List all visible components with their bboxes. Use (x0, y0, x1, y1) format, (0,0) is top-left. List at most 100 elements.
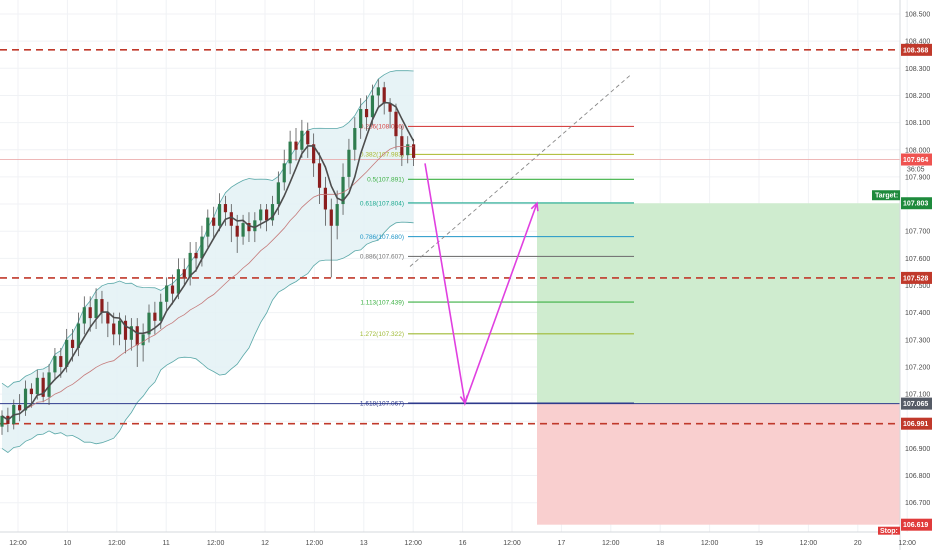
level-badge (901, 271, 932, 284)
profit-zone (537, 203, 900, 404)
y-tick-label: 106.700 (905, 500, 930, 507)
ma-20-line (1, 145, 414, 421)
candle-body (47, 372, 51, 397)
candle-body (182, 269, 186, 278)
x-tick-label: 18 (656, 540, 664, 547)
candle-body (35, 377, 39, 395)
fib-level-label: 0.236(108.086) (360, 124, 404, 131)
candle-body (412, 144, 416, 158)
candle-body (229, 212, 233, 226)
x-tick-label: 19 (755, 540, 763, 547)
candle-body (159, 301, 163, 321)
candle-body (282, 163, 286, 183)
fib-level-label: 0.886(107.607) (360, 254, 404, 261)
candle-body (359, 109, 363, 129)
candle-body (135, 326, 139, 346)
candle-body (53, 356, 57, 373)
candle-body (170, 285, 175, 294)
candle-body (394, 111, 398, 137)
stop-price-badge-label: 106.619 (903, 522, 928, 529)
candle-body (288, 141, 292, 164)
candle-body (153, 312, 157, 321)
x-tick-label: 11 (163, 540, 170, 547)
candle-body (200, 236, 204, 259)
target-tag-label: Target: (875, 193, 898, 200)
candle-body (241, 223, 245, 237)
x-tick-label: 12:00 (306, 540, 324, 547)
stop-price-badge (901, 518, 932, 531)
candle-body (247, 223, 251, 232)
candle-body (300, 130, 304, 150)
candle-body (335, 204, 339, 226)
x-tick-label: 12:00 (404, 540, 422, 547)
fib-level-label: 0.382(107.983) (360, 152, 404, 159)
y-tick-label: 107.200 (905, 364, 930, 371)
candle-body (41, 377, 45, 397)
stop-tag-label: Stop: (880, 528, 898, 535)
x-tick-label: 12:00 (9, 540, 27, 547)
candle-body (165, 285, 169, 302)
bollinger-lower (1, 221, 414, 454)
candle-body (306, 130, 310, 145)
x-tick-label: 12:00 (108, 540, 126, 547)
candle-body (323, 187, 327, 210)
candle-body (370, 95, 375, 118)
stop-tag (878, 526, 900, 535)
candle-body (400, 136, 404, 156)
level-badge-label: 106.991 (903, 421, 928, 428)
candle-body (294, 141, 298, 150)
ma-5-line (1, 101, 415, 421)
candle-body (382, 87, 386, 104)
candle-body (406, 144, 410, 156)
candle-body (253, 220, 257, 232)
x-tick-label: 12:00 (898, 540, 916, 547)
x-tick-label: 12:00 (207, 540, 225, 547)
candle-body (353, 128, 357, 150)
current-price-badge-label: 107.964 (903, 157, 928, 164)
candle-body (341, 176, 345, 205)
x-tick-label: 12:00 (602, 540, 620, 547)
entry-price-badge (901, 397, 932, 410)
countdown-label: 36:05 (907, 167, 925, 174)
x-tick-label: 12:00 (503, 540, 521, 547)
candle-body (0, 415, 4, 427)
time-axis[interactable]: 12:00 10 12:00 11 12:00 12 12:00 13 12:00 16 12:00… (0, 531, 916, 547)
horizontal-levels (0, 49, 900, 425)
candle-body (76, 323, 81, 348)
candle-body (18, 404, 22, 411)
candle-body (388, 103, 392, 112)
x-tick-label: 12:00 (800, 540, 818, 547)
candle-body (59, 356, 63, 367)
bollinger-bands (1, 70, 414, 454)
level-badge (901, 417, 932, 430)
fib-trend-line (409, 73, 633, 267)
candle-body (212, 217, 216, 226)
y-tick-label: 108.100 (905, 120, 930, 127)
entry-price-badge-label: 107.065 (903, 401, 928, 408)
y-tick-label: 107.700 (905, 229, 930, 236)
level-badge-label: 108.368 (903, 47, 928, 54)
candle-body (347, 149, 351, 177)
x-tick-label: 20 (854, 540, 862, 547)
fibonacci-levels: 0.236(108.086) 0.382(107.983) 0.5(107.891)… (360, 73, 634, 407)
candle-body (112, 323, 116, 335)
candle-body (129, 326, 133, 340)
candle-body (317, 163, 322, 188)
candle-body (106, 312, 110, 324)
y-tick-label: 106.800 (905, 473, 930, 480)
y-tick-label: 107.600 (905, 256, 930, 263)
y-tick-label: 107.900 (905, 174, 930, 181)
x-tick-label: 16 (459, 540, 467, 547)
candle-body (147, 312, 151, 335)
fib-level-label: 0.618(107.804) (360, 200, 404, 207)
candle-body (176, 269, 180, 294)
loss-zone (537, 403, 900, 525)
candle-body (118, 320, 122, 335)
y-tick-label: 106.900 (905, 446, 930, 453)
candle-body (265, 209, 269, 221)
candle-body (23, 388, 28, 411)
candle-body (276, 182, 280, 205)
candle-body (223, 204, 228, 213)
x-tick-label: 12 (261, 540, 269, 547)
